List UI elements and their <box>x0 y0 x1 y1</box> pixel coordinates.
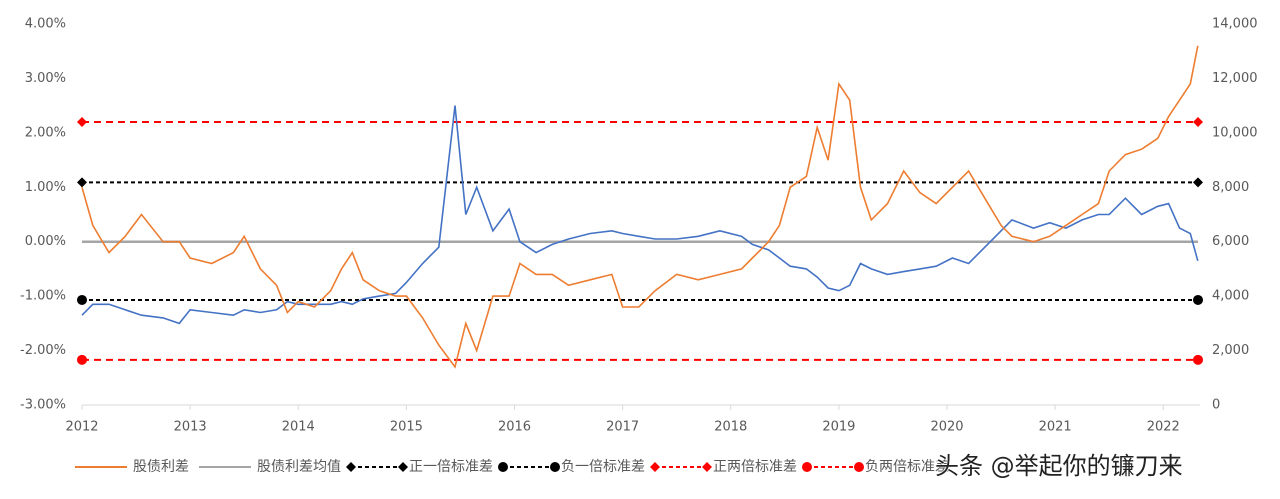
legend-label: 股债利差 <box>133 459 189 475</box>
x-tick-label: 2013 <box>174 420 207 435</box>
y-tick-label: 0.00% <box>25 234 66 249</box>
reference-marker <box>77 177 87 188</box>
x-tick-label: 2019 <box>822 420 855 435</box>
y-tick-label: 4.00% <box>25 17 66 32</box>
y-tick-label: -2.00% <box>20 343 66 358</box>
reference-marker <box>1193 354 1203 365</box>
legend-label: 正两倍标准差 <box>713 459 797 475</box>
legend-label: 负两倍标准差 <box>865 459 949 475</box>
x-tick-label: 2018 <box>714 420 747 435</box>
data-line <box>81 45 1199 369</box>
x-tick-label: 2016 <box>498 420 531 435</box>
y2-tick-label: 8,000 <box>1212 180 1249 195</box>
y-tick-label: -1.00% <box>20 289 66 304</box>
y2-tick-label: 4,000 <box>1212 289 1249 304</box>
x-tick-label: 2014 <box>282 420 315 435</box>
watermark: 头条 @举起你的镰刀来 <box>935 452 1183 480</box>
x-tick-label: 2020 <box>930 420 963 435</box>
x-tick-label: 2015 <box>390 420 423 435</box>
reference-marker <box>77 354 87 365</box>
reference-marker <box>1193 177 1203 188</box>
legend-label: 股债利差均值 <box>257 459 341 475</box>
y-tick-label: 2.00% <box>25 125 66 140</box>
y2-tick-label: 6,000 <box>1212 234 1249 249</box>
y2-tick-label: 12,000 <box>1212 71 1258 86</box>
y2-tick-label: 10,000 <box>1212 125 1258 140</box>
legend-marker <box>650 462 660 472</box>
y2-tick-label: 0 <box>1212 398 1220 413</box>
x-tick-label: 2021 <box>1039 420 1072 435</box>
legend: 股债利差 股债利差均值 正一倍标准差 负一倍标准差 正两倍标准差 负两倍标准差 <box>75 459 949 475</box>
reference-marker <box>77 294 87 305</box>
data-line <box>81 105 1199 325</box>
legend-label: 正一倍标准差 <box>409 459 493 475</box>
legend-marker <box>802 462 812 472</box>
x-tick-label: 2012 <box>65 420 98 435</box>
legend-marker <box>550 462 560 472</box>
plot-area <box>82 24 1200 405</box>
legend-label: 负一倍标准差 <box>561 459 645 475</box>
legend-marker <box>854 462 864 472</box>
legend-marker <box>498 462 508 472</box>
x-tick-label: 2022 <box>1147 420 1180 435</box>
y2-tick-label: 14,000 <box>1212 17 1258 32</box>
reference-marker <box>1193 294 1203 305</box>
reference-marker <box>77 116 87 127</box>
legend-marker <box>702 462 712 472</box>
y-tick-label: -3.00% <box>20 398 66 413</box>
y-tick-label: 1.00% <box>25 180 66 195</box>
reference-marker <box>1193 116 1203 127</box>
y-tick-label: 3.00% <box>25 71 66 86</box>
legend-marker <box>346 462 356 472</box>
x-tick-label: 2017 <box>606 420 639 435</box>
y2-tick-label: 2,000 <box>1212 343 1249 358</box>
legend-marker <box>398 462 408 472</box>
